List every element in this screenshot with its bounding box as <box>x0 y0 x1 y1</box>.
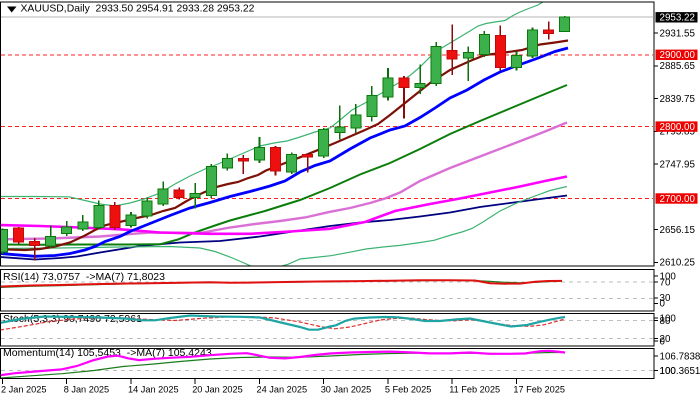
svg-text:100: 100 <box>660 314 677 325</box>
svg-text:100: 100 <box>660 271 677 282</box>
svg-text:2610.25: 2610.25 <box>660 258 696 269</box>
svg-text:106.7838: 106.7838 <box>660 351 700 362</box>
svg-text:14 Jan 2025: 14 Jan 2025 <box>128 385 179 395</box>
svg-text:2 Jan 2025: 2 Jan 2025 <box>1 385 46 395</box>
svg-text:20 Jan 2025: 20 Jan 2025 <box>192 385 243 395</box>
svg-text:2656.15: 2656.15 <box>660 225 696 236</box>
svg-text:30 Jan 2025: 30 Jan 2025 <box>321 385 372 395</box>
svg-text:17 Feb 2025: 17 Feb 2025 <box>513 385 565 395</box>
svg-text:2931.55: 2931.55 <box>660 28 696 39</box>
svg-text:11 Feb 2025: 11 Feb 2025 <box>449 385 500 395</box>
svg-text:8 Jan 2025: 8 Jan 2025 <box>64 385 109 395</box>
svg-text:2800.00: 2800.00 <box>660 122 696 133</box>
svg-text:2747.95: 2747.95 <box>660 159 696 170</box>
svg-text:RSI(14) 73,0757 ->MA(7) 71,80: RSI(14) 73,0757 ->MA(7) 71,8023 <box>3 271 165 283</box>
svg-text:XAUUSD,Daily 2933.50 2954.91: XAUUSD,Daily 2933.50 2954.91 2933.28 295… <box>21 4 255 15</box>
svg-text:2900.00: 2900.00 <box>660 50 696 61</box>
svg-text:0: 0 <box>660 337 666 348</box>
svg-text:70: 70 <box>660 278 671 289</box>
svg-text:80: 80 <box>660 316 671 327</box>
svg-text:0: 0 <box>660 299 666 310</box>
svg-text:2700.00: 2700.00 <box>660 194 696 205</box>
svg-text:100: 100 <box>660 366 677 377</box>
svg-text:2839.75: 2839.75 <box>660 94 696 105</box>
svg-text:2793.85: 2793.85 <box>660 127 696 138</box>
svg-text:20: 20 <box>660 334 671 345</box>
svg-text:30: 30 <box>660 293 671 304</box>
svg-text:24 Jan 2025: 24 Jan 2025 <box>257 385 308 395</box>
svg-text:2953.22: 2953.22 <box>660 13 695 24</box>
svg-text:100.3651: 100.3651 <box>660 366 700 377</box>
svg-text:Momentum(14) 105,5453 ->MA(7): Momentum(14) 105,5453 ->MA(7) 105,4243 <box>3 347 212 359</box>
svg-text:5 Feb 2025: 5 Feb 2025 <box>385 385 432 395</box>
svg-text:2885.65: 2885.65 <box>660 61 696 72</box>
